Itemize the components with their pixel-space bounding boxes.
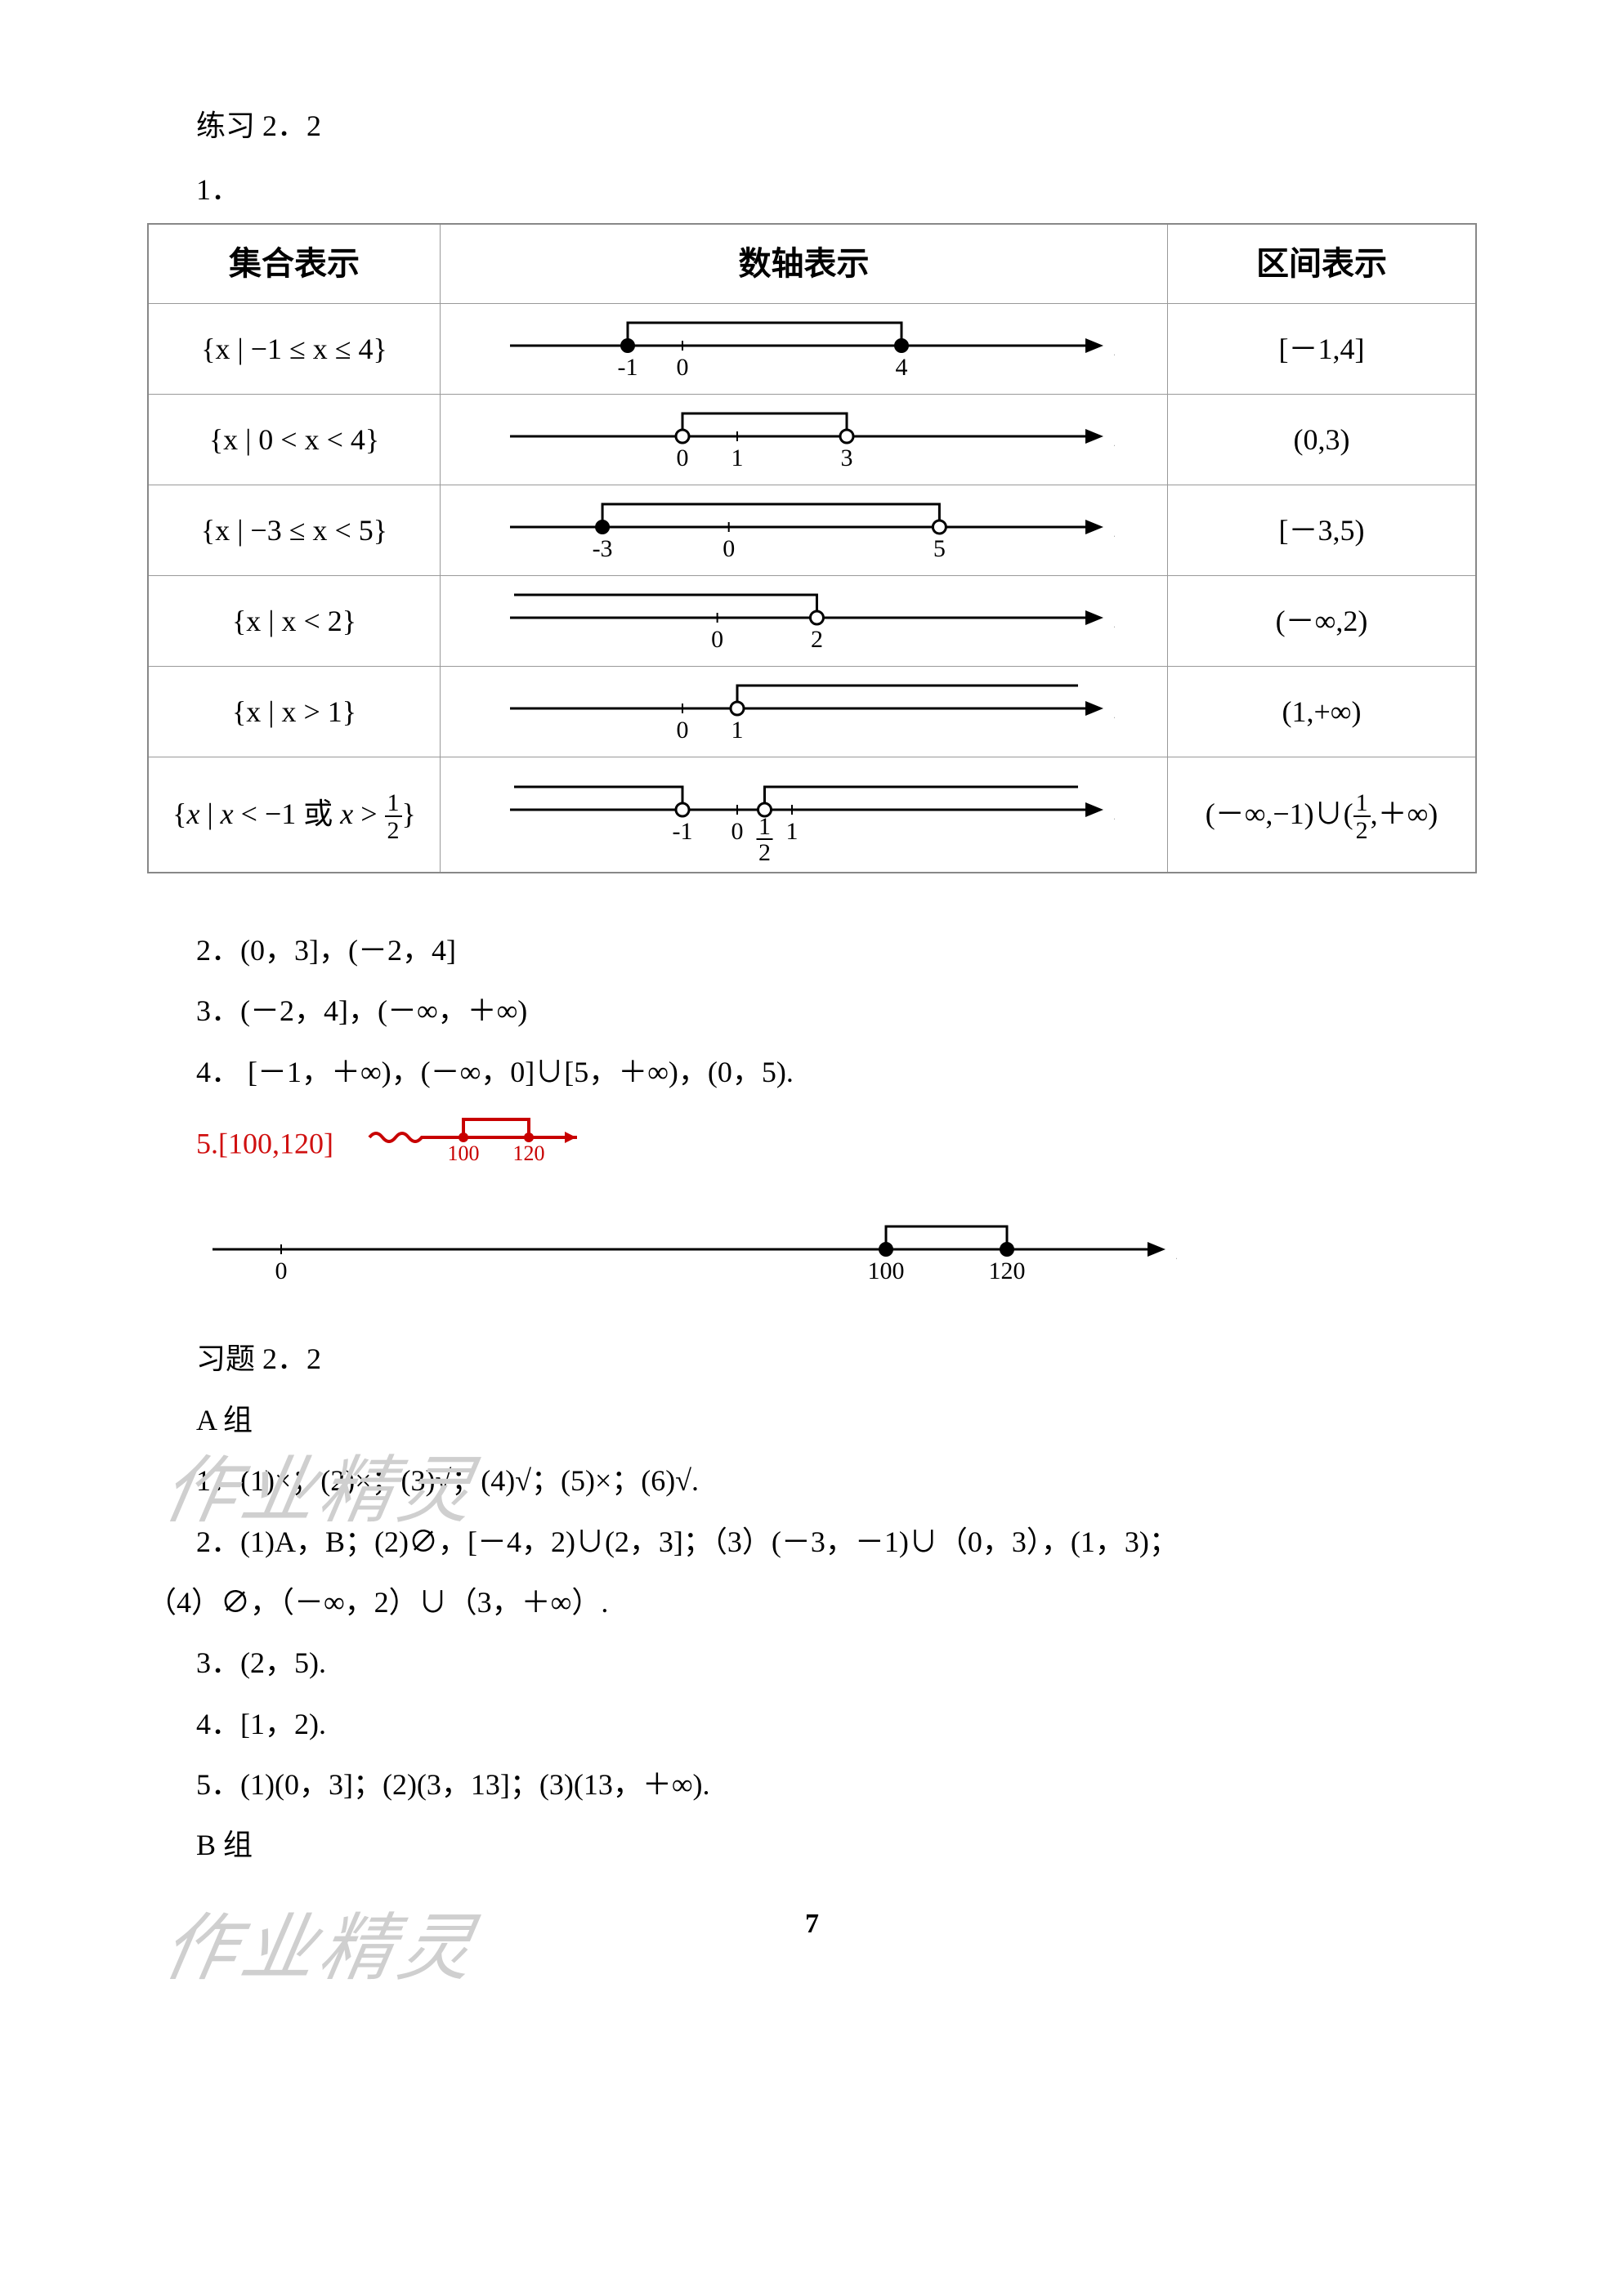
answer-line: 4． [－1，＋∞)，(－∞，0]∪[5，＋∞)，(0，5). bbox=[196, 1044, 1477, 1100]
svg-text:120: 120 bbox=[989, 1257, 1026, 1284]
q5-number-line: x 0 100 120 bbox=[196, 1208, 1477, 1298]
svg-text:x: x bbox=[1114, 332, 1115, 361]
number-line-cell: x -1 0 4 bbox=[441, 303, 1168, 394]
number-line-cell: x 0 1 3 bbox=[441, 394, 1168, 485]
q1-label: 1． bbox=[196, 162, 1477, 217]
svg-text:1: 1 bbox=[785, 818, 798, 845]
svg-text:0: 0 bbox=[731, 818, 743, 845]
table-row: {x | 0 < x < 4} x 0 1 3 (0,3) bbox=[148, 394, 1476, 485]
group-b-label: B 组 bbox=[196, 1817, 1477, 1873]
answer-line: 3．(2，5). bbox=[196, 1635, 1477, 1691]
set-expression: {x | 0 < x < 4} bbox=[148, 394, 441, 485]
svg-text:0: 0 bbox=[676, 444, 688, 471]
answer-5: 5.[100,120] 100 120 bbox=[196, 1105, 1477, 1188]
group-a-label: A 组 bbox=[196, 1392, 1477, 1448]
set-expression: {x | x < 2} bbox=[148, 575, 441, 666]
header-set: 集合表示 bbox=[148, 224, 441, 304]
page-number: 7 bbox=[147, 1898, 1477, 1951]
svg-text:0: 0 bbox=[676, 354, 688, 381]
hand-tick-label: 120 bbox=[512, 1141, 544, 1165]
interval-notation: [－3,5) bbox=[1168, 485, 1477, 575]
table-row: {x | x < −1 或 x > 12}x-10121(－∞,−1)∪(12,… bbox=[148, 757, 1476, 873]
table-header-row: 集合表示 数轴表示 区间表示 bbox=[148, 224, 1476, 304]
svg-text:0: 0 bbox=[275, 1257, 288, 1284]
answer-line: 5．(1)(0，3]；(2)(3，13]；(3)(13，＋∞). bbox=[196, 1757, 1477, 1812]
answer-line: （4）∅，（－∞，2）∪（3，＋∞）. bbox=[147, 1575, 1477, 1630]
practice-answers: 2．(0，3]，(－2，4] 3．(－2，4]，(－∞，＋∞) 4． [－1，＋… bbox=[196, 922, 1477, 1189]
svg-text:5: 5 bbox=[933, 535, 945, 562]
svg-text:3: 3 bbox=[840, 444, 852, 471]
set-expression: {x | −1 ≤ x ≤ 4} bbox=[148, 303, 441, 394]
practice-title: 练习 2．2 bbox=[196, 98, 1477, 154]
table-row: {x | −3 ≤ x < 5} x -3 0 5 [－3,5) bbox=[148, 485, 1476, 575]
number-line-cell: x 0 2 bbox=[441, 575, 1168, 666]
svg-text:100: 100 bbox=[868, 1257, 905, 1284]
interval-table: 集合表示 数轴表示 区间表示 {x | −1 ≤ x ≤ 4} x -1 0 4 [－1,… bbox=[147, 223, 1477, 873]
svg-text:2: 2 bbox=[810, 626, 822, 653]
svg-text:-1: -1 bbox=[617, 354, 638, 381]
answer-line: 4．[1，2). bbox=[196, 1696, 1477, 1752]
svg-text:0: 0 bbox=[676, 717, 688, 744]
hand-sketch: 100 120 bbox=[365, 1105, 611, 1188]
svg-text:-3: -3 bbox=[592, 535, 612, 562]
answer-line: 2．(0，3]，(－2，4] bbox=[196, 922, 1477, 978]
hand-sketch-svg: 100 120 bbox=[365, 1105, 611, 1170]
number-line-cell: x -3 0 5 bbox=[441, 485, 1168, 575]
table-row: {x | x > 1} x 0 1 (1,+∞) bbox=[148, 666, 1476, 757]
svg-text:x: x bbox=[1114, 796, 1115, 825]
svg-text:2: 2 bbox=[758, 839, 771, 864]
svg-text:x: x bbox=[1114, 604, 1115, 633]
svg-text:1: 1 bbox=[731, 717, 743, 744]
set-expression: {x | x > 1} bbox=[148, 666, 441, 757]
svg-text:x: x bbox=[1114, 422, 1115, 452]
header-interval: 区间表示 bbox=[1168, 224, 1477, 304]
set-expression: {x | −3 ≤ x < 5} bbox=[148, 485, 441, 575]
svg-text:4: 4 bbox=[895, 354, 907, 381]
interval-notation: (0,3) bbox=[1168, 394, 1477, 485]
exercises-block: 习题 2．2 A 组 1．(1)×；(2)×；(3)√；(4)√；(5)×；(6… bbox=[196, 1331, 1477, 1874]
table-row: {x | −1 ≤ x ≤ 4} x -1 0 4 [－1,4] bbox=[148, 303, 1476, 394]
svg-text:x: x bbox=[1176, 1235, 1177, 1265]
set-expression: {x | x < −1 或 x > 12} bbox=[148, 757, 441, 873]
number-line-cell: x-10121 bbox=[441, 757, 1168, 873]
hand-tick-label: 100 bbox=[447, 1141, 479, 1165]
header-axis: 数轴表示 bbox=[441, 224, 1168, 304]
answer-line: 3．(－2，4]，(－∞，＋∞) bbox=[196, 983, 1477, 1039]
svg-text:0: 0 bbox=[723, 535, 735, 562]
page: 练习 2．2 1． 集合表示 数轴表示 区间表示 {x | −1 ≤ x ≤ 4… bbox=[0, 0, 1624, 2016]
table-row: {x | x < 2} x 0 2 (－∞,2) bbox=[148, 575, 1476, 666]
number-line-cell: x 0 1 bbox=[441, 666, 1168, 757]
exercises-title: 习题 2．2 bbox=[196, 1331, 1477, 1387]
svg-text:0: 0 bbox=[711, 626, 723, 653]
answer-line: 1．(1)×；(2)×；(3)√；(4)√；(5)×；(6)√. bbox=[196, 1453, 1477, 1508]
interval-notation: [－1,4] bbox=[1168, 303, 1477, 394]
interval-notation: (－∞,2) bbox=[1168, 575, 1477, 666]
svg-text:-1: -1 bbox=[672, 818, 692, 845]
svg-text:x: x bbox=[1114, 695, 1115, 724]
svg-text:1: 1 bbox=[731, 444, 743, 471]
answer-5-label: 5.[100,120] bbox=[196, 1127, 333, 1159]
interval-notation: (1,+∞) bbox=[1168, 666, 1477, 757]
interval-notation: (－∞,−1)∪(12,＋∞) bbox=[1168, 757, 1477, 873]
svg-text:x: x bbox=[1114, 513, 1115, 543]
answer-line: 2．(1)A，B；(2)∅，[－4，2)∪(2，3]；（3）(－3，－1)∪（0… bbox=[196, 1514, 1477, 1570]
